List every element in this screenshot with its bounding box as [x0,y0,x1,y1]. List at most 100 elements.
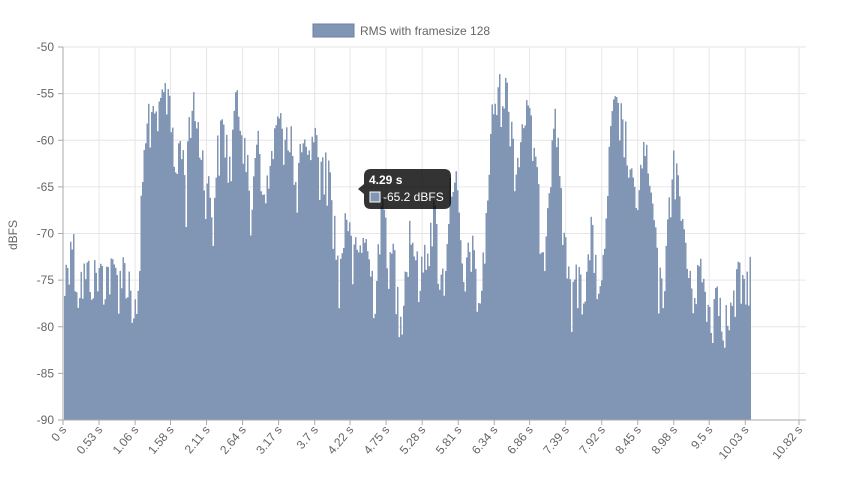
rms-bar [478,303,480,420]
rms-bar [152,105,154,420]
rms-bar [236,90,238,421]
rms-bar [238,116,240,420]
rms-bar [424,244,426,420]
rms-bar [386,268,388,420]
rms-bar [512,138,514,420]
rms-bar [416,251,418,420]
rms-bar [217,135,219,420]
rms-bar [275,125,277,420]
rms-bar [719,297,721,420]
rms-bar [697,265,699,420]
rms-bar [565,237,567,420]
rms-bar [157,131,159,420]
rms-bar [556,147,558,420]
rms-bar [514,191,516,420]
rms-bar [530,115,532,420]
rms-bar [427,253,429,420]
rms-bar [730,302,732,420]
rms-bar [620,103,622,420]
rms-bar [380,206,382,420]
rms-bar [721,331,723,420]
rms-bar [728,330,730,420]
rms-bar [619,140,621,420]
rms-bar [382,198,384,420]
rms-bar [487,200,489,420]
rms-bar [547,208,549,420]
rms-bar [733,290,735,420]
rms-bar [295,181,297,420]
rms-bar [103,304,105,420]
rms-bar [346,219,348,420]
rms-bar [394,250,396,420]
rms-bar [362,237,364,420]
rms-bar [605,218,607,420]
rms-bar [748,305,750,420]
rms-bar [86,262,88,420]
rms-bar [509,146,511,420]
rms-bar [212,245,214,420]
rms-bar [122,257,124,420]
rms-bar [184,175,186,420]
rms-bar [481,290,483,420]
rms-bar [524,125,526,420]
rms-bar [545,236,547,420]
rms-bar [334,215,336,420]
rms-bar [727,325,729,420]
rms-bar [269,165,271,420]
rms-bar [647,173,649,420]
rms-bar [740,303,742,420]
rms-bar [169,95,171,421]
rms-bar [101,265,103,420]
rms-bar [701,282,703,420]
rms-bar [493,114,495,421]
rms-bar [65,264,67,420]
rms-bar [631,168,633,420]
rms-bar [314,127,316,420]
rms-bar [187,141,189,420]
rms-bar [245,172,247,420]
rms-bar [505,77,507,421]
rms-bar [368,259,370,420]
tooltip-box [358,169,451,209]
rms-bar [643,142,645,420]
legend-label[interactable]: RMS with framesize 128 [360,24,490,38]
rms-bar [637,210,639,420]
x-tick-label: 8.45 s [612,423,644,457]
rms-bar [724,347,726,420]
rms-bar [161,89,163,420]
rms-bar [460,240,462,420]
rms-bar [716,286,718,420]
x-tick-label: 3.7 s [294,423,321,452]
rms-bar [182,150,184,420]
x-tick-label: 5.28 s [397,423,429,457]
y-tick-label: -55 [37,87,55,101]
legend[interactable]: RMS with framesize 128 [312,23,490,38]
rms-bar [211,217,213,420]
rms-bar [403,305,405,420]
y-tick-label: -75 [37,273,55,287]
legend-swatch[interactable] [312,23,355,38]
rms-bar [538,184,540,420]
rms-bar [320,161,322,420]
rms-bar [587,254,589,420]
rms-bar [305,146,307,421]
rms-bar [338,308,340,420]
rms-bar [104,299,106,420]
rms-bar [539,253,541,420]
rms-bar [527,105,529,420]
rms-bar [341,253,343,420]
rms-bar [550,187,552,420]
rms-bar [226,134,228,420]
rms-bar [85,279,87,420]
rms-bar [698,266,700,420]
rms-bar [607,196,609,420]
rms-bar [464,291,466,420]
rms-bar [176,173,178,420]
rms-bar [146,123,148,421]
rms-bar [266,175,268,420]
rms-bar [580,274,582,420]
rms-bar [704,291,706,420]
rms-bar [526,100,528,420]
rms-bar [596,299,598,420]
rms-bar [578,266,580,420]
